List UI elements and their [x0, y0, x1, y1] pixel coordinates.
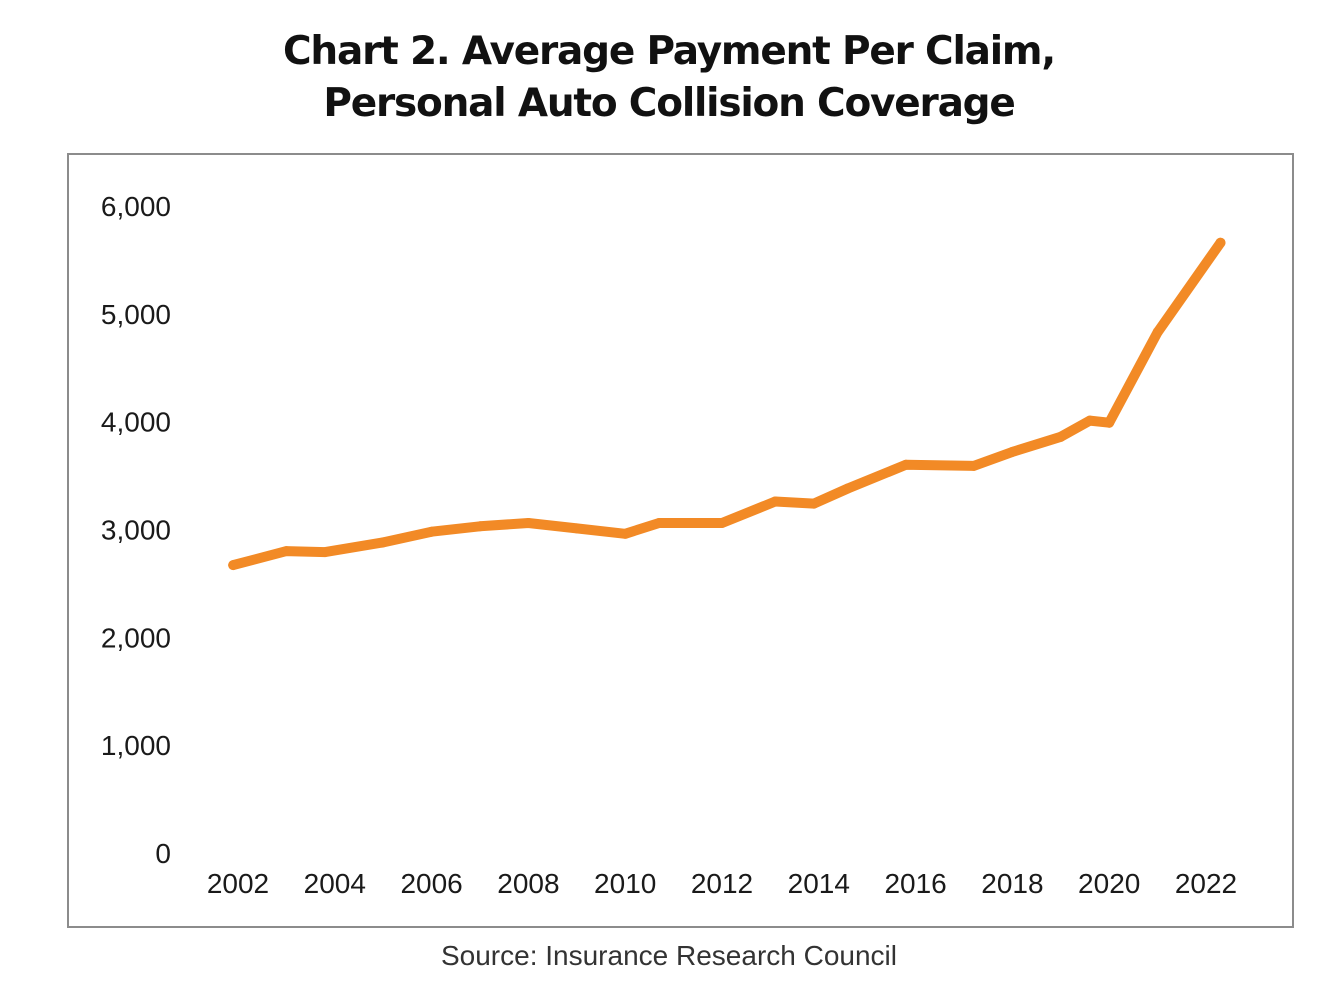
data-point — [1084, 415, 1095, 426]
data-point — [228, 560, 239, 571]
data-point — [770, 496, 781, 507]
source-note: Source: Insurance Research Council — [440, 940, 897, 971]
series-layer — [228, 237, 1226, 571]
data-point — [1055, 431, 1066, 442]
data-point — [281, 546, 292, 557]
x-tick-label: 2018 — [981, 868, 1043, 899]
data-point — [717, 518, 727, 528]
x-tick-label: 2016 — [884, 868, 946, 899]
data-point — [1007, 446, 1018, 457]
data-point — [571, 523, 582, 534]
chart-title-line-2: Personal Auto Collision Coverage — [323, 81, 1016, 126]
data-point — [378, 537, 389, 548]
y-axis-tick-labels: 0 1,000 2,000 3,000 4,000 5,000 6,000 — [101, 191, 171, 869]
data-point — [1152, 327, 1163, 338]
data-point — [426, 526, 437, 537]
data-point — [900, 459, 911, 470]
data-point — [320, 547, 331, 558]
y-tick-label: 3,000 — [101, 515, 171, 546]
x-tick-label: 2008 — [497, 868, 559, 899]
x-tick-label: 2020 — [1078, 868, 1140, 899]
x-tick-label: 2010 — [594, 868, 656, 899]
data-point — [842, 483, 853, 494]
y-tick-label: 1,000 — [101, 730, 171, 761]
chart-title: Chart 2. Average Payment Per Claim, Pers… — [0, 26, 1338, 130]
data-point — [809, 498, 819, 509]
data-point — [683, 518, 694, 528]
x-tick-label: 2004 — [304, 868, 366, 899]
data-point — [1215, 237, 1226, 248]
y-tick-label: 4,000 — [101, 407, 171, 438]
data-point — [475, 521, 485, 532]
x-tick-label: 2002 — [207, 868, 269, 899]
series-line — [228, 237, 1226, 571]
x-tick-label: 2012 — [691, 868, 753, 899]
plot-frame — [67, 153, 1294, 928]
y-tick-label: 2,000 — [101, 622, 171, 653]
chart-title-line-1: Chart 2. Average Payment Per Claim, — [283, 29, 1056, 74]
data-point — [654, 518, 665, 528]
x-tick-label: 2022 — [1175, 868, 1237, 899]
data-point — [1104, 417, 1115, 428]
data-point — [620, 528, 631, 539]
data-point — [968, 460, 979, 471]
x-tick-label: 2014 — [788, 868, 850, 899]
y-tick-label: 0 — [155, 838, 171, 869]
data-point — [523, 518, 534, 528]
y-tick-label: 5,000 — [101, 299, 171, 330]
x-tick-label: 2006 — [400, 868, 462, 899]
y-tick-label: 6,000 — [101, 191, 171, 222]
x-axis-tick-labels: 2002 2004 2006 2008 2010 2012 2014 2016 2018 2020… — [207, 868, 1237, 899]
